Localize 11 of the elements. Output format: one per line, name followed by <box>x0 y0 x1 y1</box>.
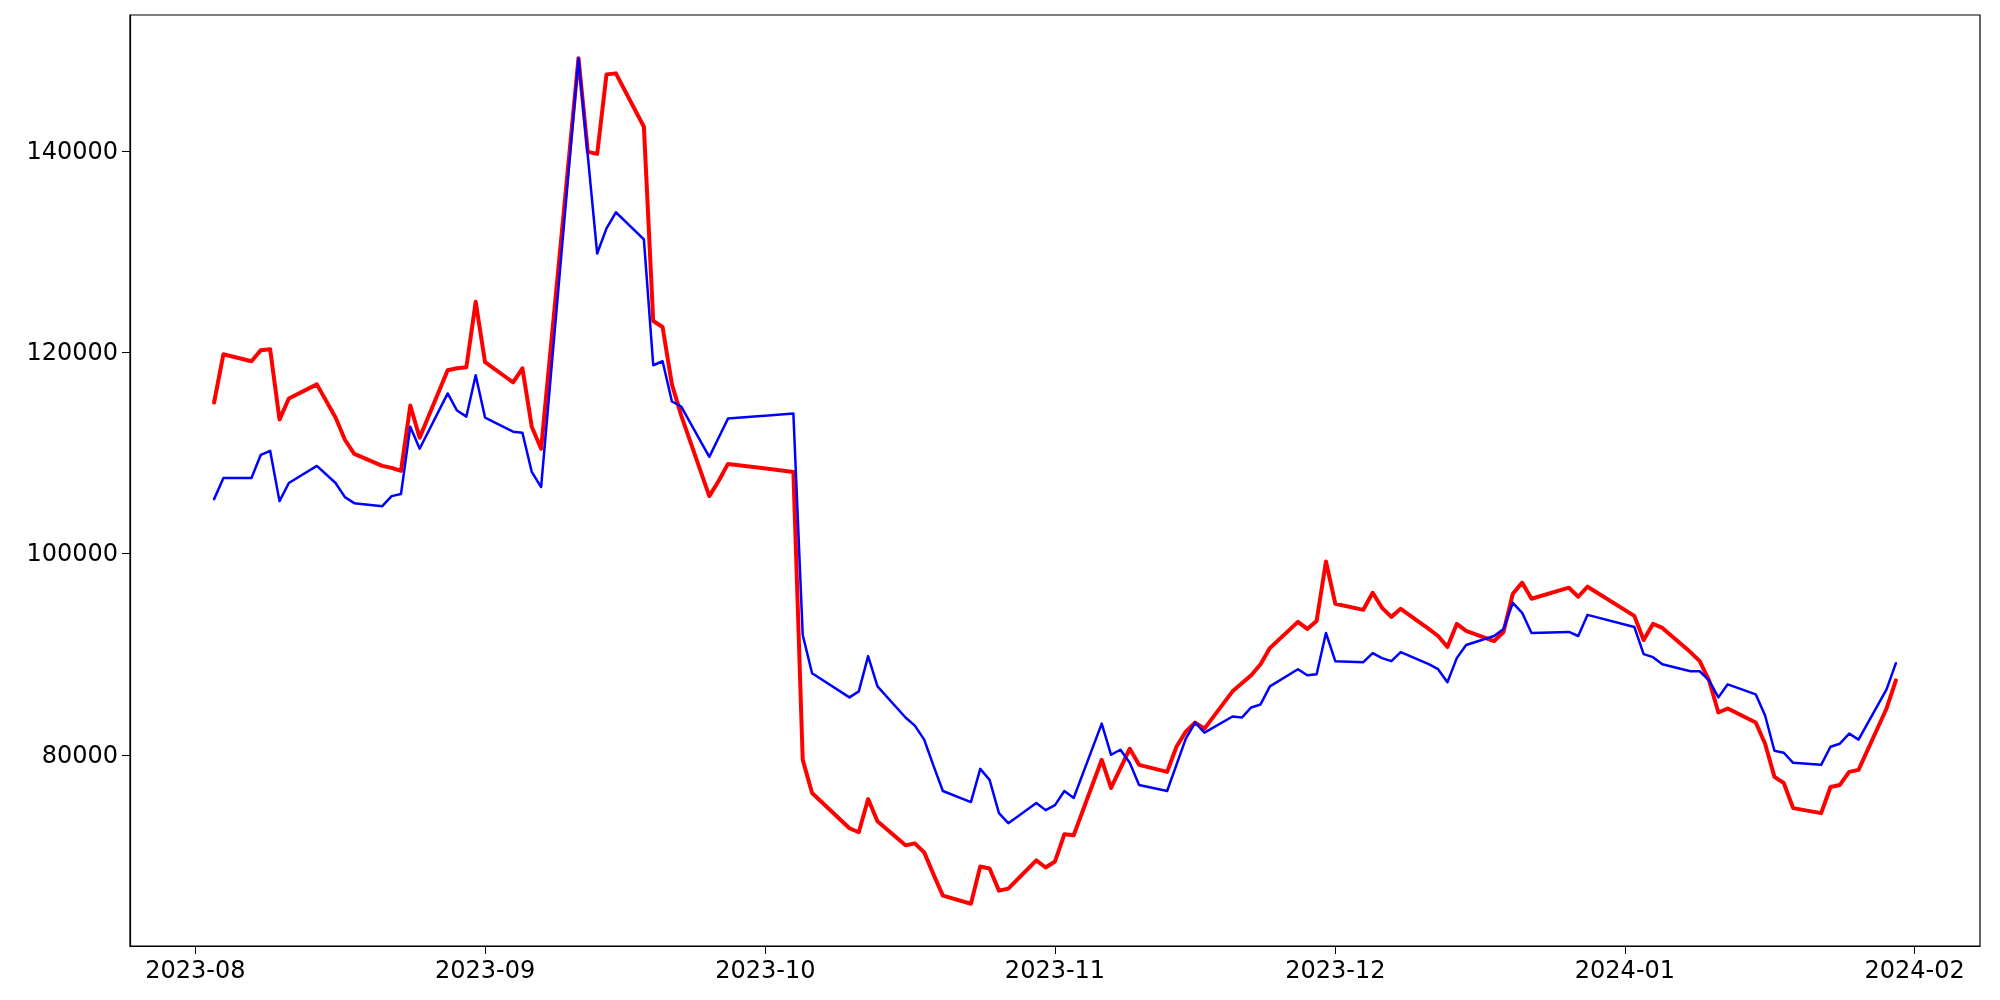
x-tick-label: 2024-02 <box>1864 956 1965 984</box>
y-tick-label: 140000 <box>26 136 118 165</box>
x-tick-label: 2023-12 <box>1285 956 1386 984</box>
x-tick-label: 2023-08 <box>145 956 246 984</box>
y-tick-label: 100000 <box>26 539 118 568</box>
x-tick-label: 2023-11 <box>1004 956 1106 984</box>
y-tick-label: 80000 <box>41 740 118 769</box>
x-tick-label: 2024-01 <box>1574 956 1676 984</box>
x-tick-label: 2023-10 <box>715 956 816 984</box>
x-tick-label: 2023-09 <box>434 956 536 984</box>
y-tick-label: 120000 <box>26 338 118 367</box>
